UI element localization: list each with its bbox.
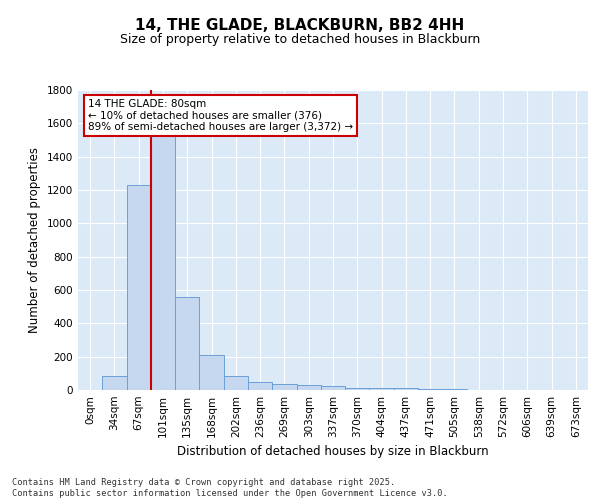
Text: 14 THE GLADE: 80sqm
← 10% of detached houses are smaller (376)
89% of semi-detac: 14 THE GLADE: 80sqm ← 10% of detached ho… <box>88 99 353 132</box>
Bar <box>248 382 272 390</box>
Bar <box>418 389 442 390</box>
Bar <box>151 135 175 390</box>
Bar <box>199 355 224 390</box>
Bar <box>127 185 151 390</box>
Text: Size of property relative to detached houses in Blackburn: Size of property relative to detached ho… <box>120 32 480 46</box>
Bar <box>442 389 467 390</box>
Bar <box>345 388 370 390</box>
Bar <box>394 388 418 390</box>
Bar <box>102 376 127 390</box>
Y-axis label: Number of detached properties: Number of detached properties <box>28 147 41 333</box>
X-axis label: Distribution of detached houses by size in Blackburn: Distribution of detached houses by size … <box>177 446 489 458</box>
Bar <box>370 388 394 390</box>
Bar <box>175 296 199 390</box>
Bar <box>224 376 248 390</box>
Text: 14, THE GLADE, BLACKBURN, BB2 4HH: 14, THE GLADE, BLACKBURN, BB2 4HH <box>136 18 464 32</box>
Text: Contains HM Land Registry data © Crown copyright and database right 2025.
Contai: Contains HM Land Registry data © Crown c… <box>12 478 448 498</box>
Bar <box>321 386 345 390</box>
Bar <box>296 385 321 390</box>
Bar <box>272 384 296 390</box>
